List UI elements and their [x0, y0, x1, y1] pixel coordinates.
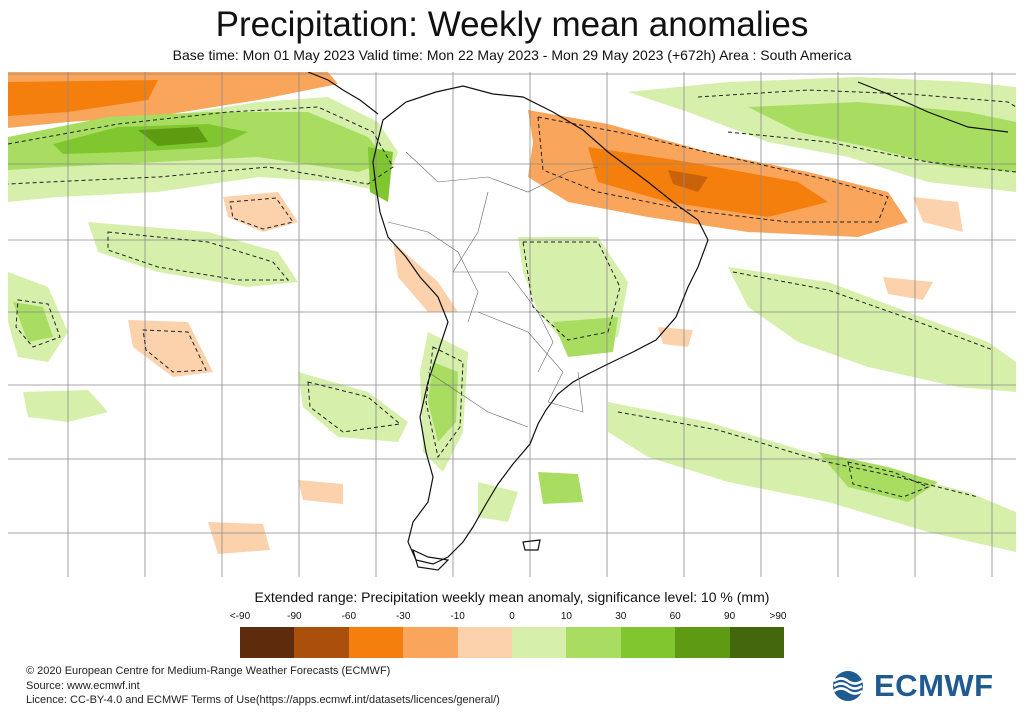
country-borders [387, 151, 599, 428]
legend-tick: 90 [724, 611, 736, 622]
ecmwf-logo-icon [833, 671, 863, 701]
legend-swatch [294, 627, 349, 658]
dry-patch-amazon [668, 170, 708, 192]
dry-patch-south-pacific [208, 522, 270, 554]
legend-swatch [512, 627, 567, 658]
legend-swatch [729, 627, 785, 658]
licence-text: Licence: CC-BY-4.0 and ECMWF Terms of Us… [26, 694, 500, 706]
south-america-coastline [372, 85, 709, 565]
dry-patch-brazil-coast [658, 327, 693, 347]
falkland-islands [522, 539, 541, 551]
legend-title: Extended range: Precipitation weekly mea… [254, 589, 770, 605]
legend-tick: 10 [560, 611, 572, 622]
wet-band-south-atlantic-b [608, 402, 1016, 552]
caribbean-islands [857, 81, 1009, 133]
legend-swatch [566, 627, 621, 658]
tierra-del-fuego [412, 548, 450, 571]
legend-swatch [348, 627, 404, 658]
map-subtitle: Base time: Mon 01 May 2023 Valid time: M… [172, 47, 852, 63]
legend-swatch [240, 627, 295, 658]
coastlines [307, 72, 1009, 571]
legend-tick: 30 [615, 611, 627, 622]
legend-swatch [675, 627, 730, 658]
legend-tick: -30 [395, 611, 411, 622]
wet-patch-pacific-dark [138, 127, 208, 146]
lat-lon-grid [8, 72, 1016, 577]
legend-tick: -90 [287, 611, 302, 622]
map-canvas [8, 72, 1016, 577]
wet-core-south-atlantic [818, 452, 938, 502]
dry-patch-chile [298, 480, 343, 504]
ecmwf-logo-text: ECMWF [874, 668, 994, 703]
wet-patch-atlantic-south-a [538, 472, 583, 504]
legend-swatch [620, 627, 676, 658]
central-america-coastline [307, 72, 379, 115]
wet-patch-brazil-south [553, 317, 618, 357]
ecmwf-logo: ECMWF [828, 668, 1003, 704]
anomaly-map [8, 72, 1016, 577]
source-text: Source: www.ecmwf.int [26, 679, 140, 692]
legend-tick: <-90 [229, 611, 251, 622]
wet-core-patagonia [428, 362, 458, 442]
wet-band-pacific-south [88, 222, 298, 287]
legend-tick: -60 [341, 611, 357, 622]
wet-patch-atlantic-south-b [478, 482, 518, 522]
wet-patch-southwest [23, 390, 108, 422]
footer-credits: © 2020 European Centre for Medium-Range … [26, 664, 500, 708]
legend-tick: 0 [509, 611, 515, 622]
wet-patch-pacific-mid [298, 372, 408, 442]
significance-contours [8, 89, 1016, 498]
legend-color-bar [240, 627, 785, 658]
dry-core-northwest-pacific [8, 80, 158, 116]
dry-patch-pacific-a [223, 192, 298, 232]
dry-core-northern-brazil [588, 147, 828, 217]
legend-tick: -10 [450, 611, 465, 622]
dry-patch-pacific-b [128, 320, 213, 377]
dry-patch-atlantic-a [913, 197, 963, 232]
legend-swatch [457, 627, 513, 658]
map-title: Precipitation: Weekly mean anomalies [215, 5, 809, 44]
dry-anomaly-areas [8, 72, 963, 554]
dry-patch-atlantic-b [883, 277, 933, 300]
wet-patch-ecuador [368, 147, 393, 202]
legend-swatch [403, 627, 458, 658]
dry-patch-andes [393, 242, 458, 312]
wet-anomaly-areas [8, 77, 1016, 552]
copyright-text: © 2020 European Centre for Medium-Range … [26, 665, 391, 677]
legend-tick: 60 [669, 611, 681, 622]
wet-band-south-atlantic-a [728, 267, 1016, 392]
color-legend: <-90 -90 -60 -30 -10 0 10 30 60 90 >90 [230, 611, 787, 659]
legend-tick: >90 [769, 611, 787, 622]
